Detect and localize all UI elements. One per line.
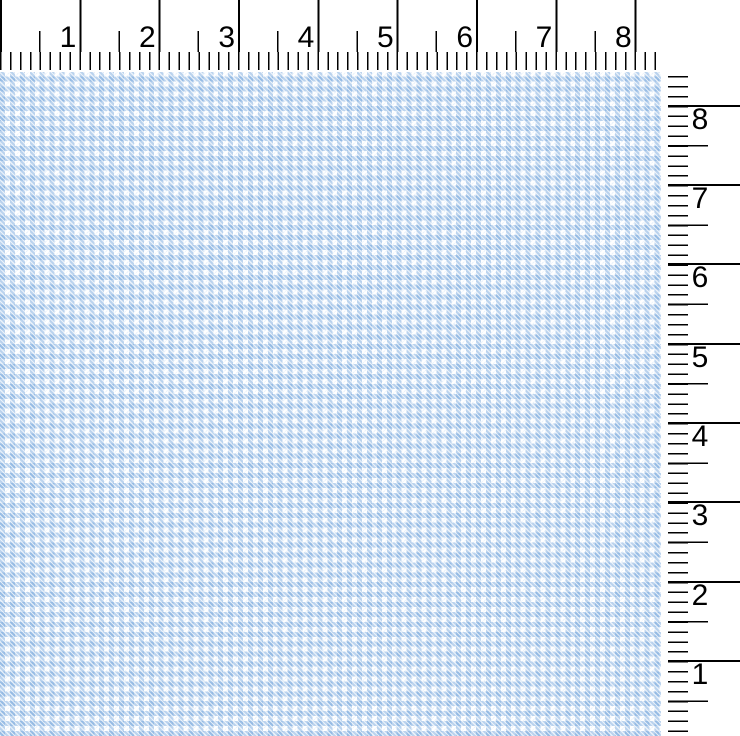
right-ruler-half-inch-ticks [668, 145, 708, 734]
right-ruler: 8 7 6 5 4 3 2 1 [661, 72, 740, 736]
right-ruler-inch-line [668, 501, 740, 504]
right-ruler-inch-line [668, 104, 740, 107]
fabric-swatch [0, 72, 661, 736]
top-ruler-number: 3 [218, 21, 235, 54]
top-ruler-number: 5 [376, 21, 394, 54]
top-ruler-eighth-inch-ticks [0, 52, 662, 70]
top-ruler-number: 1 [59, 21, 77, 54]
right-ruler-number: 3 [691, 499, 709, 533]
right-ruler-number: 4 [691, 419, 709, 453]
right-ruler-number: 2 [691, 578, 709, 612]
top-ruler-number: 8 [614, 21, 632, 54]
right-ruler-number: 7 [691, 181, 709, 215]
top-ruler-number: 7 [535, 21, 553, 54]
right-ruler-inch-line [668, 422, 740, 425]
top-ruler-number: 2 [138, 21, 156, 54]
right-ruler-inch-line [668, 342, 740, 345]
top-ruler: 1 2 3 4 5 6 7 8 [0, 0, 740, 72]
right-ruler-inch-line [668, 660, 740, 663]
right-ruler-number: 6 [691, 261, 709, 295]
right-ruler-inch-line [668, 263, 740, 266]
right-ruler-inch-line [668, 580, 740, 583]
right-ruler-number: 5 [691, 340, 709, 374]
right-ruler-number: 8 [691, 102, 709, 136]
top-ruler-number: 4 [297, 21, 315, 54]
right-ruler-number: 1 [691, 657, 709, 691]
right-ruler-inch-line [668, 184, 740, 187]
top-ruler-number: 6 [456, 21, 473, 54]
top-ruler-half-inch-ticks [0, 31, 662, 52]
